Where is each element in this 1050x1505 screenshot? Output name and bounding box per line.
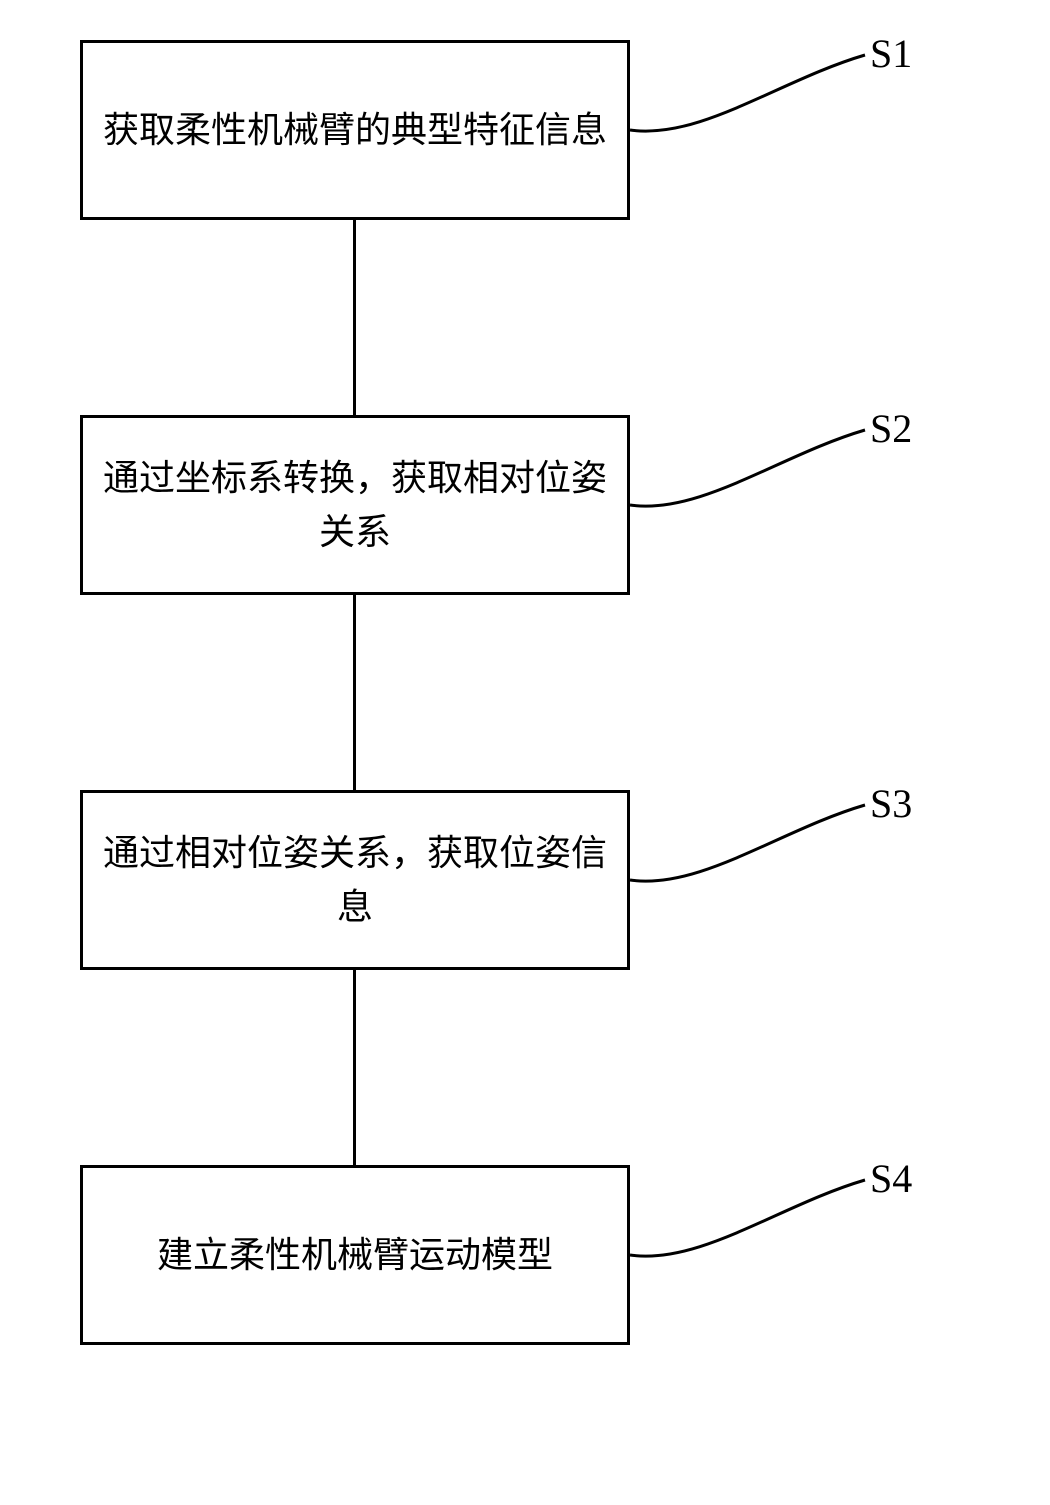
flowchart-container: 获取柔性机械臂的典型特征信息 S1 通过坐标系转换，获取相对位姿关系 S2 通过…	[0, 0, 1050, 1505]
leader-line-s4	[0, 0, 1050, 1505]
